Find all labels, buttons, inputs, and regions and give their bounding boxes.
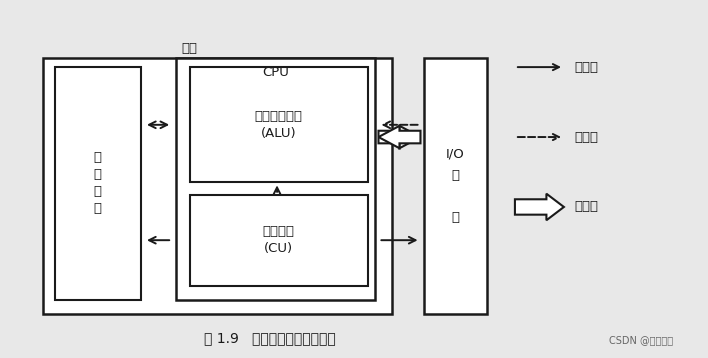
Bar — [190, 67, 368, 183]
Text: 图 1.9   现代计算机的组成框图: 图 1.9 现代计算机的组成框图 — [204, 331, 336, 345]
Polygon shape — [379, 126, 421, 148]
Text: CPU: CPU — [262, 66, 289, 79]
Text: 控制线: 控制线 — [574, 61, 598, 74]
Text: 主
存
储
器: 主 存 储 器 — [93, 151, 101, 216]
Bar — [424, 58, 487, 314]
Text: 算术逻辑单元
(ALU): 算术逻辑单元 (ALU) — [255, 110, 303, 140]
Text: CSDN @雨翼轻尘: CSDN @雨翼轻尘 — [609, 335, 673, 345]
Text: 反馈线: 反馈线 — [574, 131, 598, 144]
Polygon shape — [379, 126, 421, 148]
Text: 控制单元
(CU): 控制单元 (CU) — [263, 225, 295, 255]
Bar — [42, 58, 392, 314]
Polygon shape — [515, 194, 564, 220]
Bar — [190, 195, 368, 286]
Text: I/O
设

备: I/O 设 备 — [446, 148, 465, 224]
Text: 数据线: 数据线 — [574, 200, 598, 213]
Bar — [176, 58, 375, 300]
Text: 主机: 主机 — [181, 42, 198, 55]
Bar — [55, 67, 141, 300]
